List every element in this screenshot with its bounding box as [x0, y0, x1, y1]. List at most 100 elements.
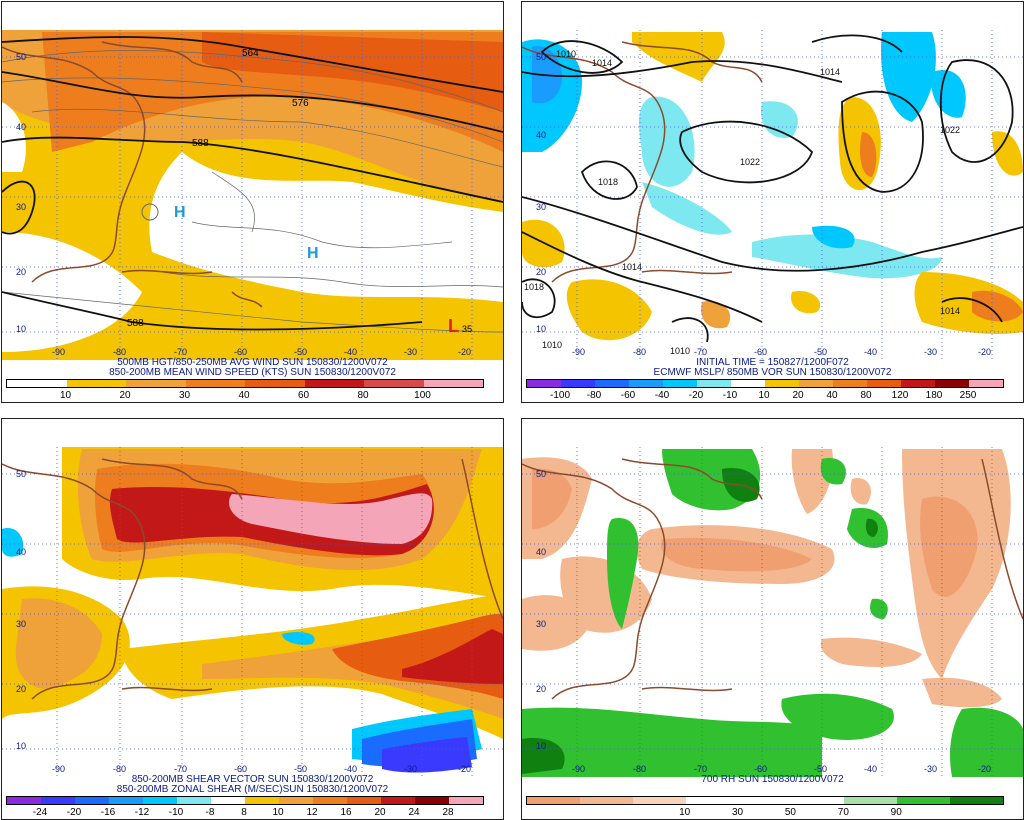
caption-line-1: 850-200MB SHEAR VECTOR SUN 150830/1200V0…	[131, 774, 374, 785]
lat-label: 40	[536, 547, 546, 557]
lat-label: 50	[16, 52, 26, 62]
isobar-label: 1018	[598, 177, 618, 187]
colorbar-swatch	[663, 380, 697, 387]
isobar-label: 1010	[556, 49, 576, 59]
colorbar-swatch	[844, 797, 898, 804]
wind-speed-map-panel: 564 576 588 588 H H L 35 50 40 30 20 10 …	[1, 1, 504, 403]
colorbar-swatch	[901, 380, 935, 387]
colorbar-tick-label: 10	[272, 807, 284, 818]
isobar-label: 1014	[940, 306, 960, 316]
relative-humidity-map: 50 40 30 20 10 -90 -80 -70 -60 -50 -40 -…	[522, 419, 1023, 777]
colorbar-labels: 10 20 30 40 60 80 100	[6, 390, 482, 402]
colorbar-tick-label: 28	[442, 807, 454, 818]
shade-calm-caribbean	[2, 232, 142, 352]
colorbar-swatch	[185, 380, 245, 387]
colorbar-swatch	[41, 797, 75, 804]
colorbar-tick-label: 10	[679, 807, 691, 818]
colorbar-swatch	[364, 380, 424, 387]
lon-label: -20	[458, 347, 471, 357]
zonal-shear-map: 50 40 30 20 10 -90 -80 -70 -60 -50 -40 -…	[2, 419, 503, 777]
contour-label-588: 588	[192, 138, 209, 149]
colorbar-tick-label: 40	[826, 390, 838, 401]
lon-label: -60	[234, 764, 247, 774]
map-top-margin	[522, 419, 1023, 447]
colorbar-tick-label: 250	[959, 390, 977, 401]
lon-label: -90	[572, 764, 585, 774]
caption-line-2: ECMWF MSLP/ 850MB VOR SUN 150830/1200V07…	[653, 367, 892, 378]
colorbar-tick-label: 120	[891, 390, 909, 401]
colorbar-tick-label: -16	[100, 807, 116, 818]
colorbar-swatch	[7, 797, 41, 804]
lat-label: 30	[536, 619, 546, 629]
cyclone-swirl	[141, 203, 159, 221]
lon-label: -90	[52, 347, 65, 357]
lon-label: -50	[294, 764, 307, 774]
lon-label: -30	[924, 347, 937, 357]
isobar-label: 1022	[740, 157, 760, 167]
lat-label: 30	[16, 619, 26, 629]
isobar-label: 1010	[670, 346, 690, 356]
colorbar-tick-label: 20	[374, 807, 386, 818]
colorbar-swatch	[629, 380, 663, 387]
wind-speed-colorbar	[6, 379, 484, 388]
caption-line-1: 500MB HGT/850-250MB AVG WIND SUN 150830/…	[117, 357, 388, 368]
colorbar-swatch	[685, 797, 739, 804]
colorbar-swatch	[731, 380, 765, 387]
low-pressure-value: 35	[462, 324, 472, 334]
colorbar-swatch	[579, 797, 633, 804]
colorbar-tick-label: 50	[784, 807, 796, 818]
lat-label: 10	[16, 324, 26, 334]
map-top-margin	[522, 2, 1023, 30]
colorbar-tick-label: 100	[414, 390, 431, 401]
lon-label: -30	[924, 764, 937, 774]
colorbar-swatch	[595, 380, 629, 387]
colorbar-swatch	[799, 380, 833, 387]
colorbar-swatch	[897, 797, 951, 804]
colorbar-tick-label: -24	[32, 807, 48, 818]
map-top-margin	[2, 2, 503, 30]
lon-label: -60	[234, 347, 247, 357]
streamlines	[2, 50, 503, 333]
wind-speed-map: 564 576 588 588 H H L 35 50 40 30 20 10 …	[2, 2, 503, 360]
contour-label-564: 564	[242, 48, 259, 59]
colorbar-tick-label: 80	[860, 390, 872, 401]
colorbar-swatch	[527, 797, 580, 804]
isobar-labels: 1010 1014 1014 1022 1022 1018 1014 1018 …	[524, 49, 960, 356]
shade-calm-west	[2, 102, 26, 172]
colorbar-swatch	[935, 380, 969, 387]
lon-label: -40	[864, 347, 877, 357]
high-pressure-marker: H	[174, 204, 186, 221]
vorticity-colorbar	[526, 379, 1004, 388]
colorbar-tick-label: -60	[620, 390, 636, 401]
colorbar-tick-label: -40	[654, 390, 670, 401]
colorbar-swatch	[449, 797, 483, 804]
caption-line-1: 700 RH SUN 150830/1200V072	[701, 774, 844, 785]
colorbar-swatch	[738, 797, 792, 804]
colorbar-tick-label: 16	[340, 807, 352, 818]
colorbar-tick-label: 20	[792, 390, 804, 401]
colorbar-swatch	[765, 380, 799, 387]
shade-jet-core	[202, 32, 503, 112]
colorbar-labels: -100 -80 -60 -40 -20 -10 10 20 40 80 120 180 250	[526, 390, 1002, 402]
colorbar-swatch	[143, 797, 177, 804]
zonal-shear-colorbar	[6, 796, 484, 805]
isobar-label: 1022	[940, 125, 960, 135]
lat-label: 50	[536, 52, 546, 62]
lat-label: 10	[536, 324, 546, 334]
caption-line-2: 850-200MB MEAN WIND SPEED (KTS) SUN 1508…	[109, 367, 396, 378]
lat-label: 50	[536, 469, 546, 479]
lat-label: 20	[536, 684, 546, 694]
colorbar-tick-label: 30	[731, 807, 744, 818]
colorbar-swatch	[126, 380, 186, 387]
colorbar-tick-label: -10	[722, 390, 738, 401]
lon-label: -80	[113, 347, 126, 357]
caption-line-2: 850-200MB ZONAL SHEAR (M/SEC)SUN 150830/…	[116, 784, 389, 795]
colorbar-swatch	[381, 797, 415, 804]
colorbar-tick-label: -100	[549, 390, 571, 401]
low-pressure-marker: L	[448, 316, 459, 336]
colorbar-swatch	[304, 380, 364, 387]
colorbar-swatch	[279, 797, 313, 804]
colorbar-tick-label: 70	[837, 807, 849, 818]
lat-label: 50	[16, 469, 26, 479]
colorbar-tick-label: 20	[119, 390, 131, 401]
